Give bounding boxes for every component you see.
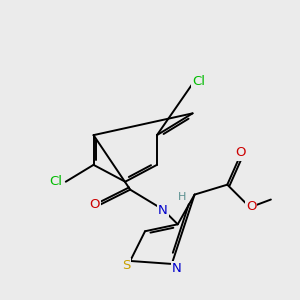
Text: Cl: Cl — [50, 175, 62, 188]
Text: S: S — [122, 260, 130, 272]
Text: O: O — [235, 146, 245, 160]
Text: N: N — [172, 262, 182, 275]
Text: N: N — [158, 204, 168, 217]
Text: Cl: Cl — [192, 75, 205, 88]
Text: O: O — [246, 200, 256, 213]
Text: O: O — [89, 198, 100, 211]
Text: H: H — [178, 192, 186, 202]
